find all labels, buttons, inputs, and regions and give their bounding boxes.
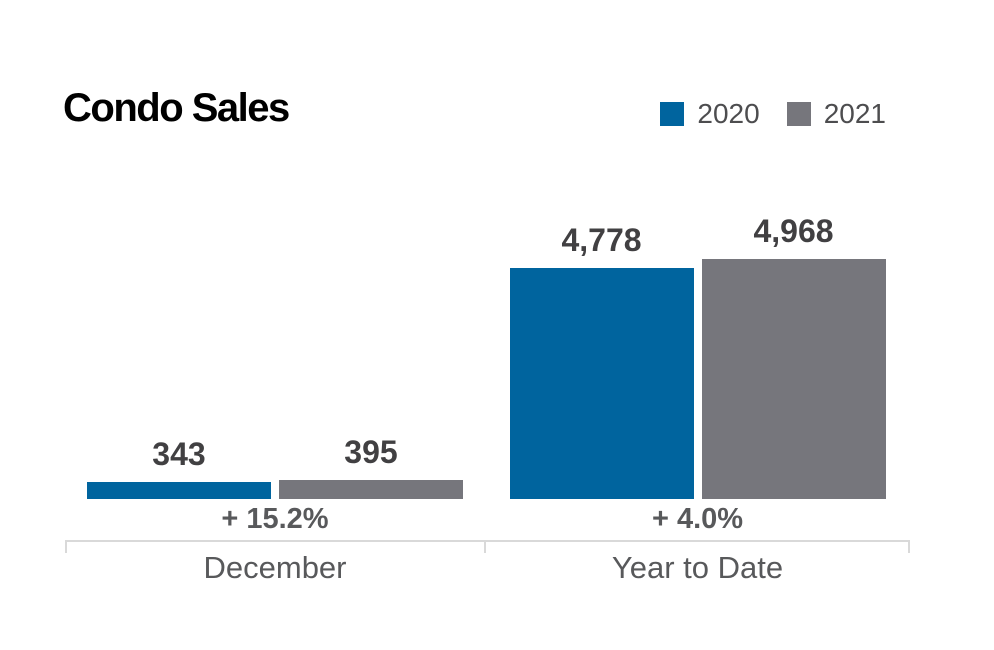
legend-swatch-2020-icon	[660, 102, 685, 126]
bar-2020-year-to-date	[509, 268, 694, 499]
x-axis-tick-2	[908, 540, 910, 553]
legend-item-2021: 2021	[786, 98, 886, 129]
legend-label: 2020	[697, 98, 760, 129]
chart-title: Condo Sales	[63, 86, 290, 130]
legend: 2020 2021	[660, 100, 886, 128]
legend-item-2020: 2020	[660, 98, 760, 129]
legend-swatch-2021-icon	[786, 102, 811, 126]
x-axis-line	[65, 540, 910, 542]
bar-group-year-to-date: 4,778 4,968	[485, 212, 910, 499]
bar-value-label: 395	[344, 433, 398, 470]
change-label-december: + 15.2%	[221, 503, 329, 535]
bar-cell-2020-year-to-date: 4,778	[509, 221, 694, 499]
x-axis-tick-0	[65, 540, 67, 553]
category-label-december: December	[203, 550, 347, 585]
change-label-year-to-date: + 4.0%	[651, 503, 744, 535]
bar-2020-december	[87, 482, 271, 499]
x-axis-tick-1	[484, 540, 486, 553]
bars-row: 343 395	[65, 433, 485, 499]
bar-cell-2020-december: 343	[87, 435, 271, 499]
bar-value-label: 343	[152, 435, 206, 472]
bar-2021-december	[279, 480, 463, 499]
legend-label: 2021	[823, 98, 886, 129]
category-label-year-to-date: Year to Date	[611, 550, 784, 585]
bar-value-label: 4,778	[561, 221, 642, 258]
bar-cell-2021-year-to-date: 4,968	[701, 212, 886, 499]
bars-row: 4,778 4,968	[485, 212, 910, 499]
bar-group-december: 343 395	[65, 433, 485, 499]
bar-2021-year-to-date	[701, 259, 886, 499]
bar-cell-2021-december: 395	[279, 433, 463, 499]
bar-value-label: 4,968	[753, 212, 834, 249]
